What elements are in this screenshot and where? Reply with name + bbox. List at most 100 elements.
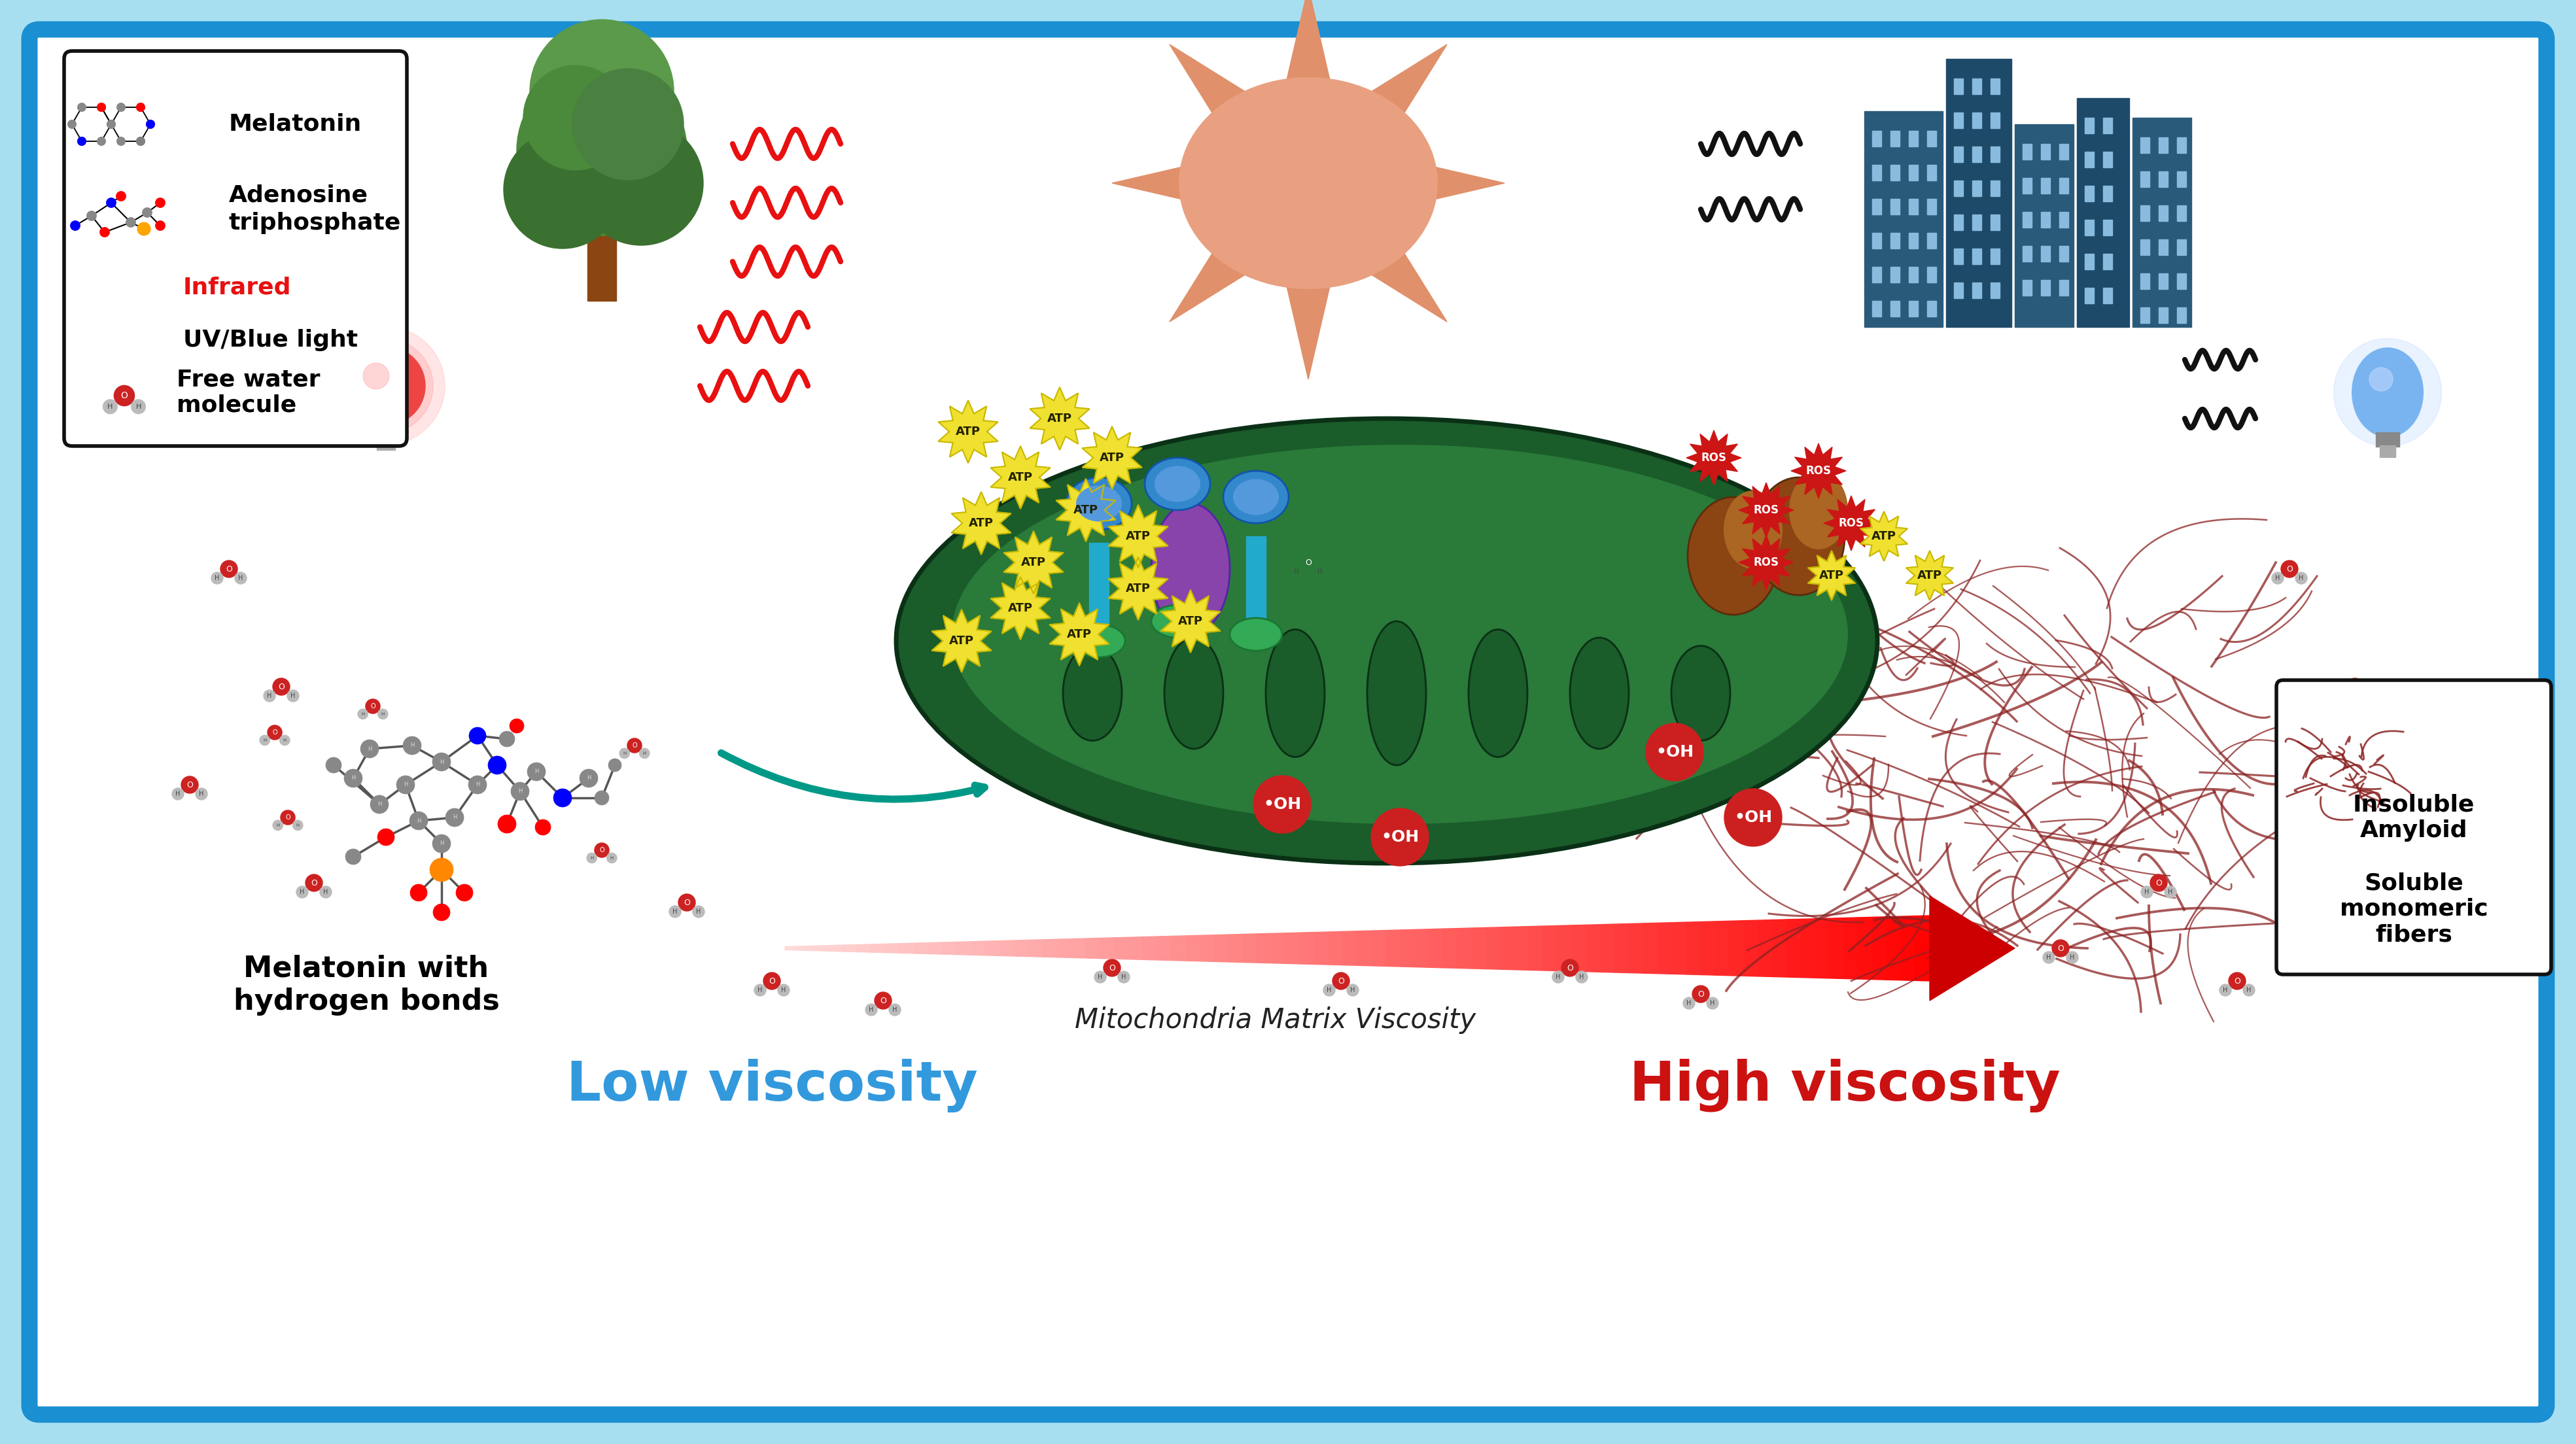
Polygon shape <box>1739 534 1793 591</box>
Bar <box>1955 180 1963 196</box>
Circle shape <box>273 820 283 830</box>
Circle shape <box>2228 972 2246 989</box>
Circle shape <box>366 699 381 713</box>
Circle shape <box>433 752 451 771</box>
Polygon shape <box>1687 921 1700 975</box>
Bar <box>1973 146 1981 162</box>
Polygon shape <box>1128 937 1144 960</box>
Circle shape <box>518 65 688 235</box>
Bar <box>1927 232 1937 248</box>
Circle shape <box>196 788 206 800</box>
Polygon shape <box>1643 923 1659 973</box>
Polygon shape <box>1084 939 1100 959</box>
Bar <box>2040 178 2050 193</box>
Circle shape <box>2164 887 2177 898</box>
Text: ATP: ATP <box>1066 628 1092 640</box>
Text: O: O <box>286 814 291 820</box>
Circle shape <box>1118 972 1131 983</box>
Circle shape <box>430 858 453 882</box>
Text: O: O <box>185 781 193 788</box>
Text: H: H <box>781 986 786 993</box>
Polygon shape <box>1860 511 1909 562</box>
Ellipse shape <box>896 419 1878 864</box>
Bar <box>1973 248 1981 264</box>
Text: O: O <box>1337 976 1345 985</box>
Bar <box>587 183 616 300</box>
Polygon shape <box>1886 917 1901 980</box>
Circle shape <box>670 905 680 917</box>
Bar <box>1991 215 1999 230</box>
Text: Melatonin with
hydrogen bonds: Melatonin with hydrogen bonds <box>234 954 500 1015</box>
Text: ROS: ROS <box>1700 452 1726 464</box>
Bar <box>1873 232 1880 248</box>
Text: H: H <box>2406 791 2411 797</box>
Bar <box>1090 543 1108 641</box>
Polygon shape <box>1056 939 1072 957</box>
Circle shape <box>361 739 379 758</box>
Text: H: H <box>417 817 420 823</box>
Ellipse shape <box>1790 471 1847 549</box>
Bar <box>2177 240 2187 256</box>
Circle shape <box>379 829 394 846</box>
Bar <box>1865 111 1942 326</box>
Bar <box>2058 178 2069 193</box>
Text: H: H <box>268 693 273 699</box>
Polygon shape <box>1100 937 1113 959</box>
Text: O: O <box>600 848 605 853</box>
Circle shape <box>137 222 149 235</box>
Circle shape <box>294 820 304 830</box>
Polygon shape <box>1072 939 1084 957</box>
Text: H: H <box>672 908 677 915</box>
Polygon shape <box>1873 917 1886 980</box>
Circle shape <box>1324 985 1334 996</box>
Bar <box>2102 219 2112 235</box>
Bar <box>1891 267 1899 283</box>
Circle shape <box>1291 566 1303 578</box>
Text: H: H <box>440 840 443 846</box>
Polygon shape <box>1283 0 1332 92</box>
Circle shape <box>595 791 608 806</box>
Circle shape <box>113 386 134 406</box>
Text: H: H <box>240 575 242 582</box>
Polygon shape <box>1515 927 1530 970</box>
Polygon shape <box>1600 924 1615 972</box>
Circle shape <box>2272 572 2282 583</box>
Ellipse shape <box>1265 630 1324 757</box>
Circle shape <box>286 690 299 702</box>
Polygon shape <box>1144 937 1157 960</box>
Ellipse shape <box>1077 485 1123 521</box>
Polygon shape <box>799 946 814 950</box>
Text: H: H <box>2045 954 2050 960</box>
Circle shape <box>263 690 276 702</box>
Polygon shape <box>914 943 927 954</box>
Text: H: H <box>263 738 265 742</box>
Bar <box>2102 254 2112 270</box>
Ellipse shape <box>1468 630 1528 757</box>
FancyBboxPatch shape <box>64 51 407 446</box>
Bar <box>1909 199 1919 215</box>
Text: ATP: ATP <box>1007 602 1033 614</box>
Circle shape <box>1723 788 1783 846</box>
Polygon shape <box>1824 495 1878 550</box>
Text: H: H <box>2169 888 2172 895</box>
Bar <box>2141 308 2148 323</box>
Polygon shape <box>1213 934 1229 962</box>
Polygon shape <box>999 940 1015 956</box>
Bar <box>1945 59 2012 326</box>
Bar <box>2133 118 2192 326</box>
Bar <box>2084 186 2094 201</box>
Text: O: O <box>683 898 690 907</box>
Text: Melatonin: Melatonin <box>229 113 361 136</box>
Text: O: O <box>1698 989 1703 998</box>
Text: H: H <box>757 986 762 993</box>
Circle shape <box>876 992 891 1009</box>
Circle shape <box>410 884 428 901</box>
Circle shape <box>1682 998 1695 1009</box>
Polygon shape <box>1659 923 1672 975</box>
Bar <box>2177 273 2187 289</box>
Bar <box>1909 131 1919 146</box>
Bar <box>1991 146 1999 162</box>
Bar <box>1927 267 1937 283</box>
Text: H: H <box>368 747 371 752</box>
Polygon shape <box>1901 915 1917 980</box>
